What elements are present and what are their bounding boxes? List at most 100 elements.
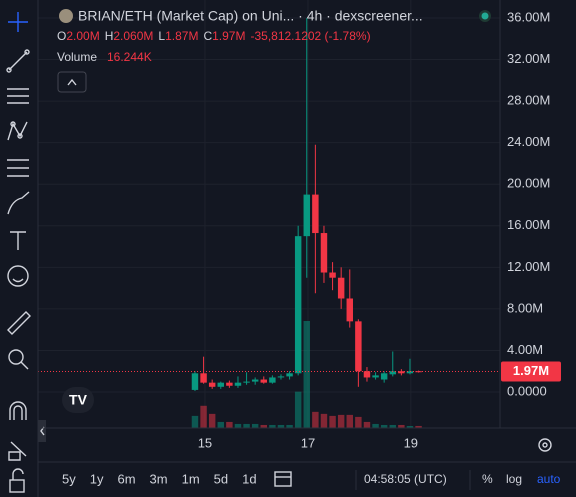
- candle-body: [208, 382, 216, 387]
- candle-body: [243, 381, 250, 383]
- y-tick-label: 16.00M: [507, 217, 550, 232]
- candle-body: [303, 194, 310, 237]
- ohlc-value: 1.87M: [165, 29, 198, 43]
- range-button[interactable]: 1y: [90, 471, 104, 486]
- x-tick-label: 17: [301, 435, 315, 450]
- range-button[interactable]: 5d: [214, 471, 228, 486]
- range-button[interactable]: 1d: [242, 471, 256, 486]
- candle-body: [226, 382, 233, 386]
- volume-bar: [286, 424, 293, 428]
- volume-bar: [294, 391, 302, 428]
- candle-body: [337, 277, 345, 299]
- ruler-tool[interactable]: [7, 311, 31, 335]
- log-toggle[interactable]: log: [506, 472, 522, 486]
- clock: 04:58:05 (UTC): [364, 472, 447, 486]
- magnet-tool[interactable]: [9, 401, 27, 420]
- candle-body: [380, 373, 388, 380]
- symbol-icon: [59, 9, 73, 23]
- lock-tool[interactable]: [8, 441, 27, 461]
- candle-body: [406, 371, 414, 374]
- range-button[interactable]: 3m: [150, 471, 168, 486]
- text-tool[interactable]: [10, 231, 26, 250]
- y-tick-label: 24.00M: [507, 134, 550, 149]
- ohlc-key: H: [105, 29, 114, 43]
- candle-body: [389, 371, 396, 375]
- plot: [38, 0, 500, 428]
- compare-icon[interactable]: [274, 471, 292, 487]
- volume-bar: [372, 423, 379, 428]
- volume-bar: [243, 423, 250, 428]
- x-tick-label: 19: [404, 435, 418, 450]
- emoji-tool[interactable]: [7, 265, 29, 287]
- svg-text:TV: TV: [69, 392, 88, 408]
- candle-body: [217, 382, 224, 387]
- volume-bar: [217, 421, 224, 428]
- x-tick-label: 15: [198, 435, 212, 450]
- volume-value: 16.244K: [107, 50, 152, 64]
- candle-body: [398, 371, 405, 374]
- percent-toggle[interactable]: %: [482, 472, 493, 486]
- y-tick-label: 32.00M: [507, 51, 550, 66]
- volume-bar: [251, 423, 259, 428]
- candle-body: [269, 377, 276, 383]
- pattern-tool[interactable]: [7, 121, 28, 141]
- candle-body: [286, 373, 293, 377]
- candle-body: [329, 272, 336, 278]
- volume-bar: [269, 424, 276, 428]
- candle-body: [312, 194, 319, 234]
- auto-toggle[interactable]: auto: [537, 472, 561, 486]
- candle-body: [346, 298, 353, 322]
- volume-bar: [226, 421, 233, 428]
- unlock-tool[interactable]: [9, 468, 25, 493]
- volume-bar: [355, 416, 362, 428]
- volume-bar: [406, 425, 414, 428]
- symbol-title: BRIAN/ETH (Market Cap) on Uni... · 4h · …: [78, 8, 423, 24]
- volume-bar: [363, 421, 371, 428]
- candle-body: [363, 371, 371, 378]
- collapse-legend[interactable]: [57, 71, 87, 93]
- y-tick-label: 4.00M: [507, 342, 543, 357]
- lines-tool[interactable]: [7, 88, 29, 104]
- candle-body: [260, 379, 267, 383]
- settings-icon[interactable]: [538, 438, 552, 452]
- ohlc-change: -35,812.1202 (-1.78%): [250, 29, 370, 43]
- candle-body: [294, 236, 302, 374]
- volume-bar: [398, 424, 405, 428]
- volume-bar: [312, 411, 319, 428]
- volume-bar: [303, 321, 310, 428]
- toolbar: [0, 0, 38, 497]
- status-dot: [481, 12, 489, 20]
- range-button[interactable]: 5y: [62, 471, 76, 486]
- zoom-tool[interactable]: [8, 349, 29, 370]
- y-tick-label: 20.00M: [507, 176, 550, 191]
- volume-label: Volume: [57, 50, 97, 64]
- range-button[interactable]: 1m: [182, 471, 200, 486]
- range-buttons: 5y 1y 6m 3m 1m 5d 1d: [62, 471, 257, 486]
- ohlc-value: 1.97M: [212, 29, 245, 43]
- volume-bar: [320, 413, 328, 428]
- ohlc-key: C: [203, 29, 212, 43]
- ohlc-key: L: [158, 29, 165, 43]
- collapse-toolbar[interactable]: [38, 420, 46, 442]
- volume-bar: [191, 415, 199, 428]
- tv-logo: TV: [62, 387, 94, 413]
- ohlc-value: 2.00M: [66, 29, 99, 43]
- brush-tool[interactable]: [7, 191, 30, 215]
- range-button[interactable]: 6m: [117, 471, 135, 486]
- volume-bar: [380, 424, 388, 428]
- crosshair-tool[interactable]: [8, 12, 28, 32]
- volume-bar: [337, 414, 345, 428]
- last-price-label: 1.97M: [513, 363, 549, 378]
- y-tick-label: 12.00M: [507, 259, 550, 274]
- trendline-tool[interactable]: [6, 49, 30, 73]
- candle-body: [191, 373, 199, 390]
- candle-body: [415, 371, 422, 373]
- volume-bar: [260, 424, 267, 428]
- candle-body: [320, 233, 328, 273]
- ohlc-value: 2.060M: [113, 29, 153, 43]
- y-tick-label: 28.00M: [507, 93, 550, 108]
- fib-tool[interactable]: [7, 159, 29, 177]
- volume-bar: [415, 425, 422, 428]
- candle-body: [200, 373, 207, 383]
